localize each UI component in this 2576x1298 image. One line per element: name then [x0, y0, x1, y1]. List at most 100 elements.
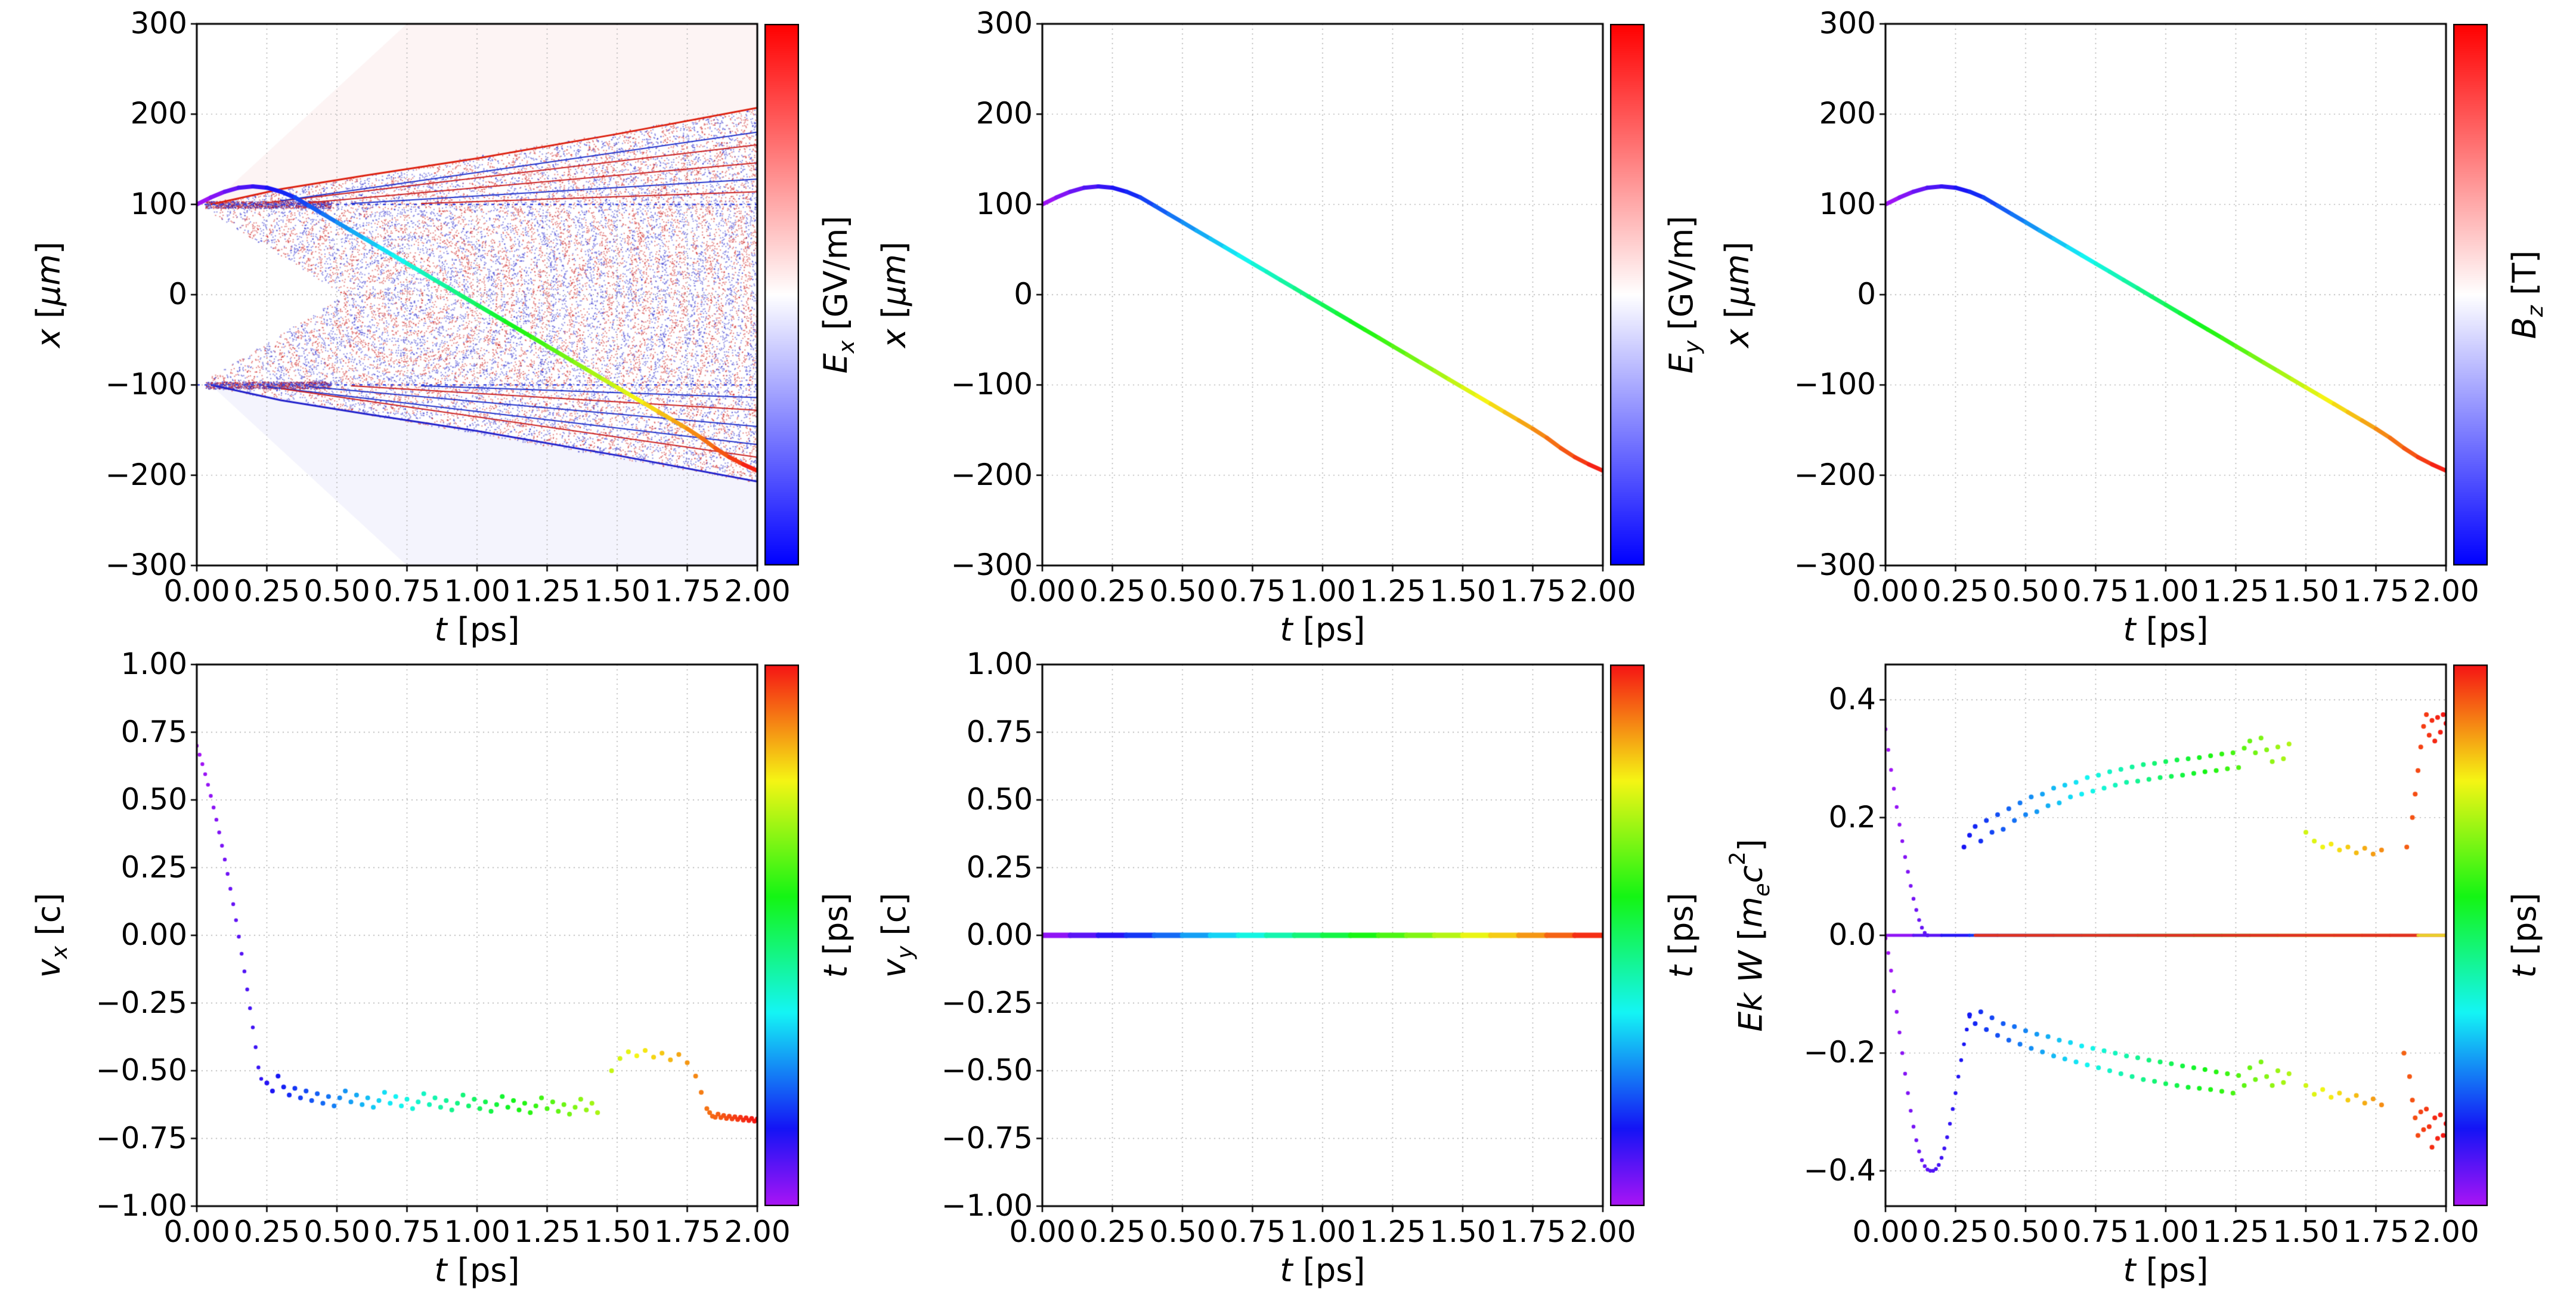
label-segment: [ps]: [1292, 611, 1366, 648]
label-segment: [c]: [875, 892, 913, 946]
x-tick-label: 0.25: [1922, 574, 1989, 608]
x-tick-label: 1.75: [1499, 574, 1566, 608]
y-tick-label: 100: [130, 186, 187, 221]
x-tick-label: 0.75: [1219, 574, 1286, 608]
y-tick-label: 0.2: [1828, 799, 1876, 835]
x-tick-label: 1.75: [2342, 574, 2410, 608]
colorbar: [764, 665, 799, 1206]
label-segment: x: [1719, 329, 1756, 348]
x-tick-label: 1.25: [1359, 574, 1426, 608]
label-segment: e: [1748, 883, 1775, 897]
x-tick-label: 0.50: [304, 574, 370, 608]
y-tick-label: −200: [105, 457, 187, 492]
y-tick-label: 0.25: [120, 849, 187, 885]
colorbar-label: t [ps]: [2504, 637, 2545, 1234]
x-tick-label: 0.50: [304, 1214, 370, 1249]
label-segment: t: [1662, 965, 1700, 978]
label-segment: [GV/m]: [817, 215, 854, 341]
colorbar-label: Ey [GV/m]: [1661, 0, 1705, 593]
y-tick-label: −100: [950, 367, 1033, 402]
label-segment: [: [875, 305, 913, 329]
x-tick-label: 2.00: [2413, 1214, 2479, 1249]
label-segment: E: [817, 353, 854, 374]
plot-area: [1876, 655, 2456, 1216]
x-tick-label: 1.00: [1289, 1214, 1356, 1249]
plot-area: [1033, 655, 1612, 1216]
label-segment: Ek W: [1732, 950, 1770, 1032]
y-tick-label: −300: [1794, 548, 1876, 582]
y-tick-label: 0.00: [966, 917, 1033, 952]
y-axis-label: vx [c]: [29, 637, 72, 1234]
x-axis-label: t [ps]: [1024, 611, 1621, 648]
label-segment: x: [834, 340, 860, 354]
label-segment: E: [1662, 353, 1700, 374]
x-tick-label: 0.00: [163, 1214, 230, 1249]
label-segment: [ps]: [1662, 892, 1700, 966]
y-tick-label: 0.50: [120, 782, 187, 817]
x-tick-label: 0.00: [163, 574, 230, 608]
y-tick-label: 200: [976, 96, 1033, 131]
x-tick-label: 1.50: [584, 574, 651, 608]
label-segment: t: [2506, 965, 2543, 978]
label-segment: μm: [875, 254, 913, 306]
y-tick-label: −0.4: [1803, 1152, 1876, 1188]
y-tick-label: −200: [1794, 457, 1876, 492]
plot-area: [1033, 14, 1612, 575]
label-segment: v: [875, 959, 913, 978]
label-segment: [ps]: [2135, 1251, 2209, 1289]
colorbar-label: t [ps]: [816, 637, 856, 1234]
y-tick-label: −0.50: [95, 1053, 187, 1087]
y-axis-label: Ek W [mec2]: [1717, 637, 1775, 1234]
y-tick-label: 200: [130, 96, 187, 131]
x-tick-label: 1.75: [654, 1214, 721, 1249]
label-segment: [c]: [30, 892, 67, 946]
label-segment: ]: [1719, 241, 1756, 254]
label-segment: μm: [30, 254, 67, 306]
x-tick-label: 0.50: [1992, 574, 2059, 608]
x-tick-label: 0.50: [1149, 574, 1216, 608]
x-tick-label: 0.25: [1079, 1214, 1146, 1249]
label-segment: [ps]: [2135, 611, 2209, 648]
y-tick-label: 200: [1819, 96, 1876, 131]
x-tick-label: 0.25: [1922, 1214, 1989, 1249]
y-tick-label: 0.00: [120, 917, 187, 952]
y-axis-label: x [μm]: [1717, 0, 1758, 593]
x-tick-label: 1.25: [513, 1214, 581, 1249]
label-segment: [ps]: [2506, 892, 2543, 966]
x-tick-label: 0.75: [373, 574, 441, 608]
x-tick-label: 0.25: [233, 1214, 301, 1249]
x-tick-label: 1.75: [1499, 1214, 1566, 1249]
x-tick-label: 2.00: [1569, 1214, 1636, 1249]
colorbar: [2453, 665, 2488, 1206]
colorbar: [1610, 665, 1645, 1206]
label-segment: [ps]: [447, 611, 520, 648]
y-tick-label: 0.4: [1828, 682, 1876, 717]
y-tick-label: −300: [105, 548, 187, 582]
y-tick-label: −0.25: [95, 985, 187, 1020]
label-segment: t: [2123, 611, 2136, 648]
x-tick-label: 1.00: [444, 574, 510, 608]
x-tick-label: 0.75: [1219, 1214, 1286, 1249]
x-tick-label: 0.00: [1852, 574, 1919, 608]
colorbar-label: Bz [T]: [2504, 0, 2548, 593]
x-tick-label: 0.50: [1992, 1214, 2059, 1249]
y-tick-label: −200: [950, 457, 1033, 492]
x-tick-label: 0.25: [233, 574, 301, 608]
y-tick-label: 1.00: [120, 647, 187, 681]
x-tick-label: 1.50: [2272, 1214, 2339, 1249]
x-tick-label: 1.50: [2272, 574, 2339, 608]
x-axis-label: t [ps]: [1024, 1251, 1621, 1289]
y-tick-label: −0.75: [95, 1120, 187, 1155]
y-axis-label: vy [c]: [874, 637, 918, 1234]
label-segment: [: [1719, 305, 1756, 329]
label-segment: μm: [1719, 254, 1756, 306]
x-axis-label: t [ps]: [179, 611, 775, 648]
x-tick-label: 1.25: [2202, 574, 2270, 608]
label-segment: [: [30, 305, 67, 329]
y-tick-label: −100: [105, 367, 187, 402]
y-tick-label: 300: [130, 6, 187, 41]
label-segment: B: [2506, 317, 2543, 339]
y-tick-label: 0.25: [966, 849, 1033, 885]
x-tick-label: 2.00: [2413, 574, 2479, 608]
label-segment: ]: [875, 241, 913, 254]
